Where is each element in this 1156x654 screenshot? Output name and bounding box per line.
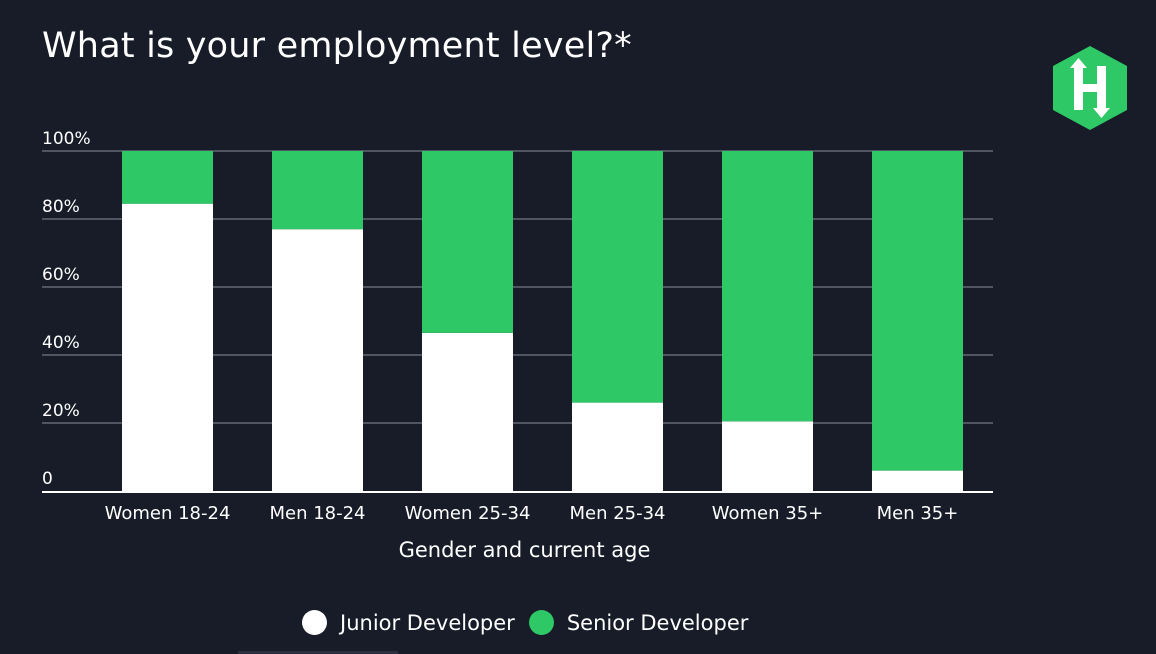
x-tick-label-0: Women 18-24	[105, 503, 231, 524]
x-tick-label-4: Women 35+	[712, 503, 823, 524]
bar-senior-1[interactable]	[272, 151, 363, 230]
y-tick-label-80: 80%	[42, 197, 80, 217]
bar-senior-0[interactable]	[122, 151, 213, 204]
legend-label-junior: Junior Developer	[340, 610, 515, 635]
bar-junior-5[interactable]	[872, 470, 963, 491]
x-tick-label-1: Men 18-24	[269, 503, 365, 524]
legend: Junior Developer Senior Developer	[302, 610, 762, 635]
y-tick-label-40: 40%	[42, 333, 80, 353]
legend-item-junior[interactable]: Junior Developer	[302, 610, 515, 635]
bar-senior-4[interactable]	[722, 151, 813, 422]
x-tick-label-5: Men 35+	[877, 503, 959, 524]
bottom-divider	[238, 651, 398, 654]
x-tick-label-3: Men 25-34	[569, 503, 665, 524]
bars	[122, 151, 963, 491]
legend-swatch-junior	[302, 610, 327, 635]
y-tick-label-60: 60%	[42, 265, 80, 285]
bar-junior-4[interactable]	[722, 421, 813, 491]
bar-senior-2[interactable]	[422, 151, 513, 333]
axes: 0 20% 40% 60% 80% 100% Women 18-24 Men 18-24 Wom…	[42, 129, 993, 524]
bar-senior-3[interactable]	[572, 151, 663, 403]
x-tick-label-2: Women 25-34	[405, 503, 531, 524]
bar-junior-1[interactable]	[272, 229, 363, 491]
hackerrank-logo-icon: H	[1053, 46, 1127, 130]
x-axis-title: Gender and current age	[399, 538, 651, 562]
legend-label-senior: Senior Developer	[566, 610, 749, 635]
chart-title: What is your employment level?*	[42, 26, 632, 66]
y-tick-label-100: 100%	[42, 129, 91, 149]
y-tick-label-0: 0	[42, 469, 53, 489]
bar-junior-2[interactable]	[422, 332, 513, 491]
stacked-bar-chart: 0 20% 40% 60% 80% 100% Women 18-24 Men 18-24 Wom…	[42, 129, 993, 562]
legend-item-senior[interactable]: Senior Developer	[528, 610, 749, 635]
bar-junior-3[interactable]	[572, 402, 663, 491]
bar-junior-0[interactable]	[122, 203, 213, 491]
legend-swatch-senior	[528, 610, 554, 635]
y-tick-label-20: 20%	[42, 401, 80, 421]
bar-senior-5[interactable]	[872, 151, 963, 471]
